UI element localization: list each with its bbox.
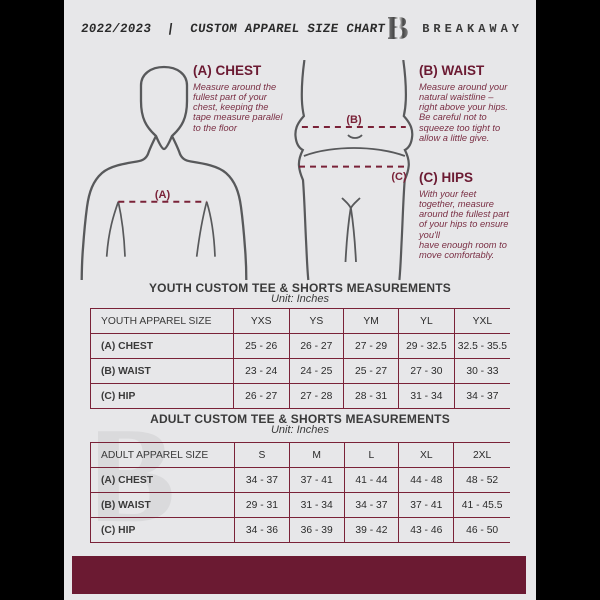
svg-text:(B): (B) [346, 114, 362, 126]
svg-text:(A): (A) [155, 189, 171, 201]
svg-text:B: B [388, 12, 409, 46]
svg-text:(C): (C) [391, 171, 407, 183]
